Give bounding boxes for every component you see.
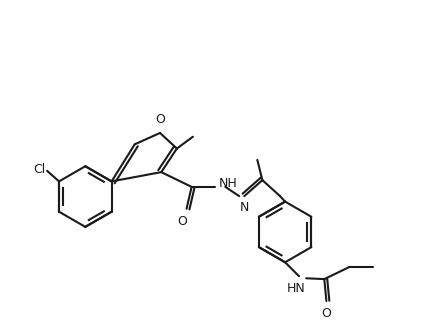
- Text: N: N: [240, 201, 249, 214]
- Text: O: O: [156, 113, 165, 126]
- Text: O: O: [321, 307, 331, 320]
- Text: Cl: Cl: [34, 163, 46, 176]
- Text: O: O: [177, 215, 187, 228]
- Text: HN: HN: [287, 282, 306, 295]
- Text: NH: NH: [219, 177, 238, 191]
